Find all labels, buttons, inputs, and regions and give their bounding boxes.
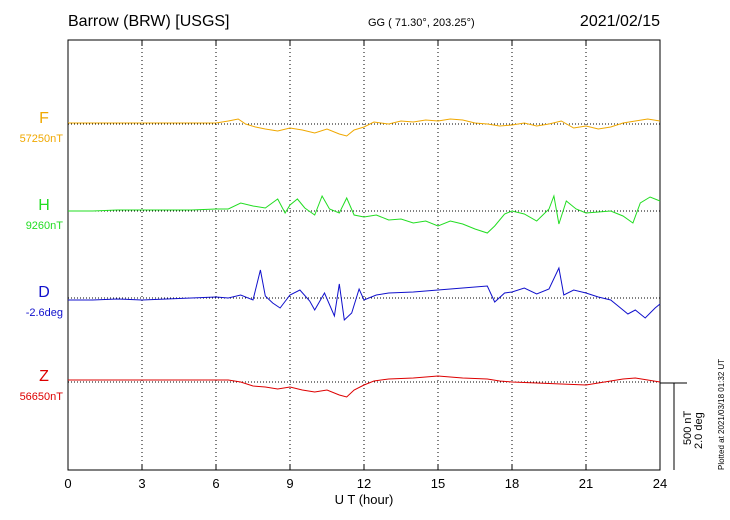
series-name-Z: Z [39, 368, 49, 385]
series-name-D: D [38, 284, 50, 301]
series-line-D [68, 266, 661, 322]
x-tick-label-24: 24 [653, 476, 667, 491]
series-line-F [68, 118, 661, 137]
x-tick-label-0: 0 [64, 476, 71, 491]
scale-bar-nt-label: 500 nT [682, 410, 694, 445]
x-tick-label-15: 15 [431, 476, 445, 491]
station-title: Barrow (BRW) [USGS] [68, 13, 230, 30]
x-axis: 0 3 6 9 12 15 18 21 24 [64, 40, 667, 491]
series-baseline-label-H: 9260nT [26, 220, 64, 232]
x-axis-label: U T (hour) [335, 492, 394, 507]
scale-bar-deg-label: 2.0 deg [693, 412, 705, 449]
grid-lines [141, 40, 587, 470]
scale-bar: 500 nT 2.0 deg [660, 382, 705, 470]
series-layer: F 57250nT H 9260nT D -2.6deg Z 56650nT [20, 110, 661, 403]
x-tick-label-3: 3 [138, 476, 145, 491]
x-tick-label-6: 6 [212, 476, 219, 491]
series-baseline-label-D: -2.6deg [26, 307, 63, 319]
series-line-Z [68, 375, 661, 398]
x-tick-label-18: 18 [505, 476, 519, 491]
date-label: 2021/02/15 [580, 13, 660, 30]
series-baseline-label-Z: 56650nT [20, 391, 64, 403]
x-tick-label-21: 21 [579, 476, 593, 491]
series-name-F: F [39, 110, 49, 127]
x-tick-label-9: 9 [286, 476, 293, 491]
series-name-H: H [38, 197, 50, 214]
series-baseline-label-F: 57250nT [20, 133, 64, 145]
coords-label: GG ( 71.30°, 203.25°) [368, 17, 475, 29]
plotted-timestamp: Plotted at 2021/03/18 01:32 UT [717, 359, 726, 470]
series-line-H [68, 194, 661, 234]
x-tick-label-12: 12 [357, 476, 371, 491]
